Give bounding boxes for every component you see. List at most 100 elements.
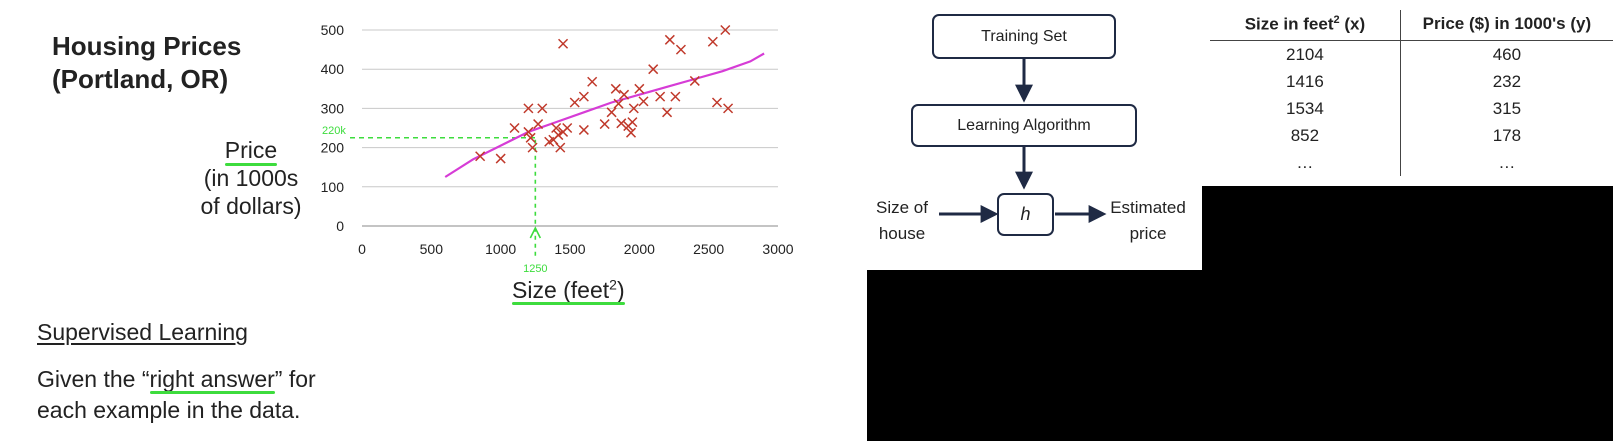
data-point (689, 75, 700, 86)
diagram-arrows (939, 59, 1107, 223)
data-point (613, 98, 624, 109)
hypothesis-box: h (997, 193, 1054, 236)
output-label-line1: Estimated (1110, 198, 1186, 217)
data-point (558, 38, 569, 49)
data-point (648, 64, 659, 75)
y-axis-label-line1: Price (224, 137, 278, 166)
data-point (523, 103, 534, 114)
column-header-size-text: Size in feet (1244, 14, 1334, 34)
description-prefix: Given the “ (37, 366, 150, 392)
table-cell-size: 852 (1210, 122, 1401, 149)
data-point (627, 117, 638, 128)
table-row: 852 178 (1210, 122, 1613, 149)
data-point (625, 127, 637, 138)
data-point (610, 83, 621, 94)
description-highlight: right answer (149, 366, 275, 392)
data-point (475, 151, 486, 162)
y-axis-label: Price (in 1000s of dollars) (176, 136, 326, 220)
housing-prices-slide: Housing Prices (Portland, OR) Price (in … (0, 0, 867, 441)
data-point (616, 118, 627, 129)
data-point (664, 34, 675, 45)
data-point (553, 130, 564, 141)
data-point (638, 96, 649, 107)
x-axis-label-wrap: Size (feet2) (512, 276, 625, 303)
slide-title: Housing Prices (Portland, OR) (52, 30, 241, 96)
data-point (655, 91, 666, 102)
data-point (634, 83, 645, 94)
x-tick-label: 500 (420, 241, 444, 257)
table-row: …… (1210, 149, 1613, 176)
annotation-arrowhead (529, 226, 542, 239)
column-header-price: Price ($) in 1000's (y) (1400, 10, 1613, 41)
table-cell-size: … (1210, 149, 1401, 176)
x-tick-label: 3000 (762, 241, 793, 257)
data-point (711, 97, 723, 108)
section-heading: Supervised Learning (37, 319, 248, 345)
description: Given the “right answer” for each exampl… (37, 364, 316, 426)
table-header-row: Size in feet2 (x) Price ($) in 1000's (y… (1210, 10, 1613, 41)
data-point (675, 44, 686, 55)
training-set-box: Training Set (932, 14, 1116, 59)
slide-title-line1: Housing Prices (52, 31, 242, 61)
x-axis-label-sup: 2 (609, 276, 617, 292)
y-axis-label-line2: (in 1000s (203, 165, 299, 191)
y-tick-label: 100 (321, 179, 345, 195)
data-point (569, 97, 580, 108)
learning-algorithm-box: Learning Algorithm (911, 104, 1137, 147)
column-header-size-sup: 2 (1333, 13, 1340, 26)
data-point (527, 142, 538, 153)
data-point (587, 76, 598, 87)
input-label-line1: Size of (876, 198, 928, 217)
y-axis-label-line3: of dollars) (200, 193, 302, 219)
data-point (578, 91, 589, 102)
data-point (525, 132, 536, 143)
output-label-line2: price (1129, 224, 1167, 243)
output-label: Estimated price (1103, 195, 1193, 247)
x-tick-label: 1000 (485, 241, 516, 257)
x-axis-label: Size (feet2) (512, 270, 625, 304)
table-row: 1416 232 (1210, 68, 1613, 95)
y-tick-label: 400 (321, 61, 345, 77)
description-line2: each example in the data. (37, 397, 301, 423)
training-set-label: Training Set (981, 27, 1067, 45)
data-point (509, 122, 520, 134)
y-tick-label: 500 (321, 22, 345, 38)
x-axis-label-close: ) (616, 276, 625, 303)
table-cell-price: 232 (1492, 71, 1522, 91)
data-point (523, 126, 534, 137)
table-cell-price: 178 (1492, 125, 1522, 145)
data-point (578, 124, 589, 135)
data-point (606, 107, 617, 118)
data-point (723, 103, 734, 114)
hypothesis-label: h (1020, 204, 1031, 224)
data-point (495, 153, 506, 164)
column-header-size-suffix: (x) (1339, 14, 1366, 34)
y-tick-label: 0 (336, 218, 344, 234)
table-cell-price: 315 (1492, 98, 1522, 118)
table-cell-price: 460 (1492, 44, 1522, 64)
data-point (720, 24, 731, 36)
data-point (619, 89, 630, 100)
learning-diagram: Training Set Learning Algorithm h Size o… (867, 0, 1202, 270)
table-cell-price: … (1498, 152, 1516, 172)
column-header-size: Size in feet2 (x) (1210, 10, 1401, 41)
table-row: 1534 315 (1210, 95, 1613, 122)
x-tick-label: 1500 (554, 241, 585, 257)
data-point (628, 103, 639, 114)
x-tick-label: 2500 (693, 241, 724, 257)
input-label: Size of house (867, 195, 937, 247)
input-label-line2: house (878, 224, 926, 243)
data-point (555, 142, 566, 153)
data-point (533, 119, 544, 130)
data-point (599, 119, 610, 130)
table-cell-size: 1416 (1210, 68, 1401, 95)
x-axis-label-text: Size (feet (512, 276, 610, 303)
table-cell-size: 1534 (1210, 95, 1401, 122)
x-tick-label: 0 (358, 241, 366, 257)
data-point (707, 36, 718, 47)
y-tick-label: 300 (321, 100, 345, 116)
description-suffix: ” for (274, 366, 316, 392)
housing-scatter-chart: 0 100 200 300 400 500 0 500 1000 1500 2000 2500 3000… (321, 22, 794, 275)
learning-algorithm-label: Learning Algorithm (957, 116, 1091, 134)
slide-title-line2: (Portland, OR) (52, 64, 229, 94)
